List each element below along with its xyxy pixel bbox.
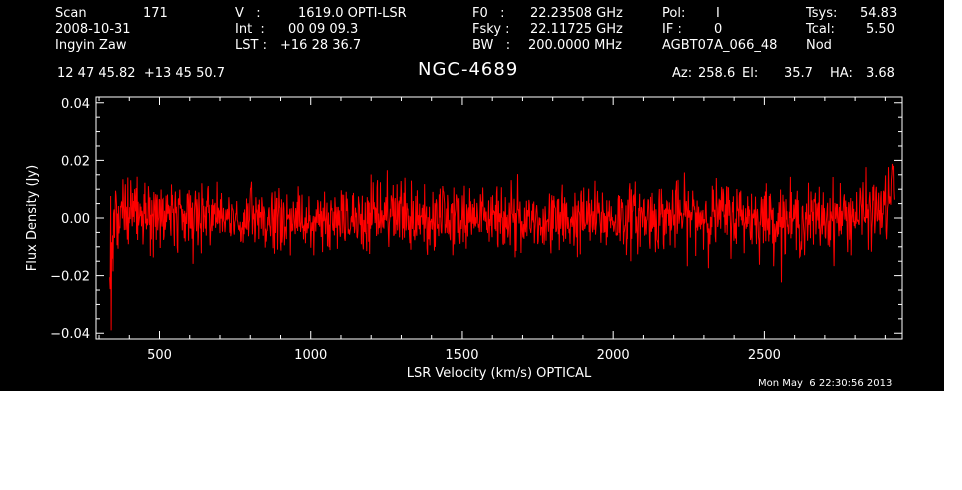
tick-layer: 500 1000 1500 2000 2500 −0.04 −0.02 0.00 0.02 0.0…: [50, 97, 902, 363]
plot-timestamp: Mon May 6 22:30:56 2013: [758, 378, 893, 389]
scan-label: Scan: [55, 6, 87, 21]
integration-value: 00 09 09.3: [288, 22, 359, 37]
fsky-label: Fsky :: [472, 22, 510, 37]
pol-value: I: [716, 6, 720, 21]
hour-angle-label: HA:: [830, 66, 853, 81]
elevation-value: 35.7: [784, 66, 813, 81]
observation-date: 2008-10-31: [55, 22, 131, 37]
lst-value: +16 28 36.7: [280, 38, 362, 53]
tsys-label: Tsys:: [806, 6, 838, 21]
tcal-value: 5.50: [866, 22, 895, 37]
spectrum-trace-layer: [109, 163, 895, 331]
pol-label: Pol:: [662, 6, 686, 21]
elevation-label: El:: [742, 66, 759, 81]
x-tick-label: 2000: [597, 348, 630, 363]
velocity-label: V :: [235, 6, 261, 21]
x-tick-label: 500: [147, 348, 172, 363]
gbtidl-plot-panel: Scan 171 2008-10-31 Ingyin Zaw V : 1619.…: [0, 0, 944, 391]
integration-label: Int :: [235, 22, 265, 37]
y-tick-label: −0.04: [50, 327, 90, 342]
project-id: AGBT07A_066_48: [662, 38, 778, 53]
tcal-label: Tcal:: [806, 22, 835, 37]
chart-title: NGC-4689: [418, 59, 519, 80]
fsky-value: 22.11725 GHz: [530, 22, 623, 37]
bandwidth-label: BW :: [472, 38, 511, 53]
spectrum-plot: 500 1000 1500 2000 2500 −0.04 −0.02 0.00 0.02 0.0…: [25, 96, 903, 381]
y-tick-label: 0.04: [61, 97, 90, 112]
x-tick-label: 1500: [445, 348, 478, 363]
lst-label: LST :: [235, 38, 267, 53]
y-tick-label: 0.02: [61, 154, 90, 169]
azimuth-label: Az:: [672, 66, 693, 81]
f0-value: 22.23508 GHz: [530, 6, 623, 21]
scan-value: 171: [143, 6, 168, 21]
x-tick-label: 1000: [294, 348, 327, 363]
if-label: IF :: [662, 22, 682, 37]
azimuth-value: 258.6: [698, 66, 736, 81]
if-value: 0: [714, 22, 723, 37]
y-tick-label: 0.00: [61, 212, 90, 227]
bandwidth-value: 200.0000 MHz: [528, 38, 622, 53]
source-coordinates: 12 47 45.82 +13 45 50.7: [57, 66, 226, 81]
y-axis-title: Flux Density (Jy): [25, 165, 40, 271]
switching-mode: Nod: [806, 38, 832, 53]
x-axis-title: LSR Velocity (km/s) OPTICAL: [407, 366, 592, 381]
tsys-value: 54.83: [860, 6, 898, 21]
f0-label: F0 :: [472, 6, 505, 21]
hour-angle-value: 3.68: [866, 66, 895, 81]
spectrum-line-0: [109, 163, 895, 331]
velocity-value: 1619.0 OPTI-LSR: [298, 6, 407, 21]
x-tick-label: 2500: [748, 348, 781, 363]
observer-name: Ingyin Zaw: [55, 38, 127, 53]
y-tick-label: −0.02: [50, 270, 90, 285]
